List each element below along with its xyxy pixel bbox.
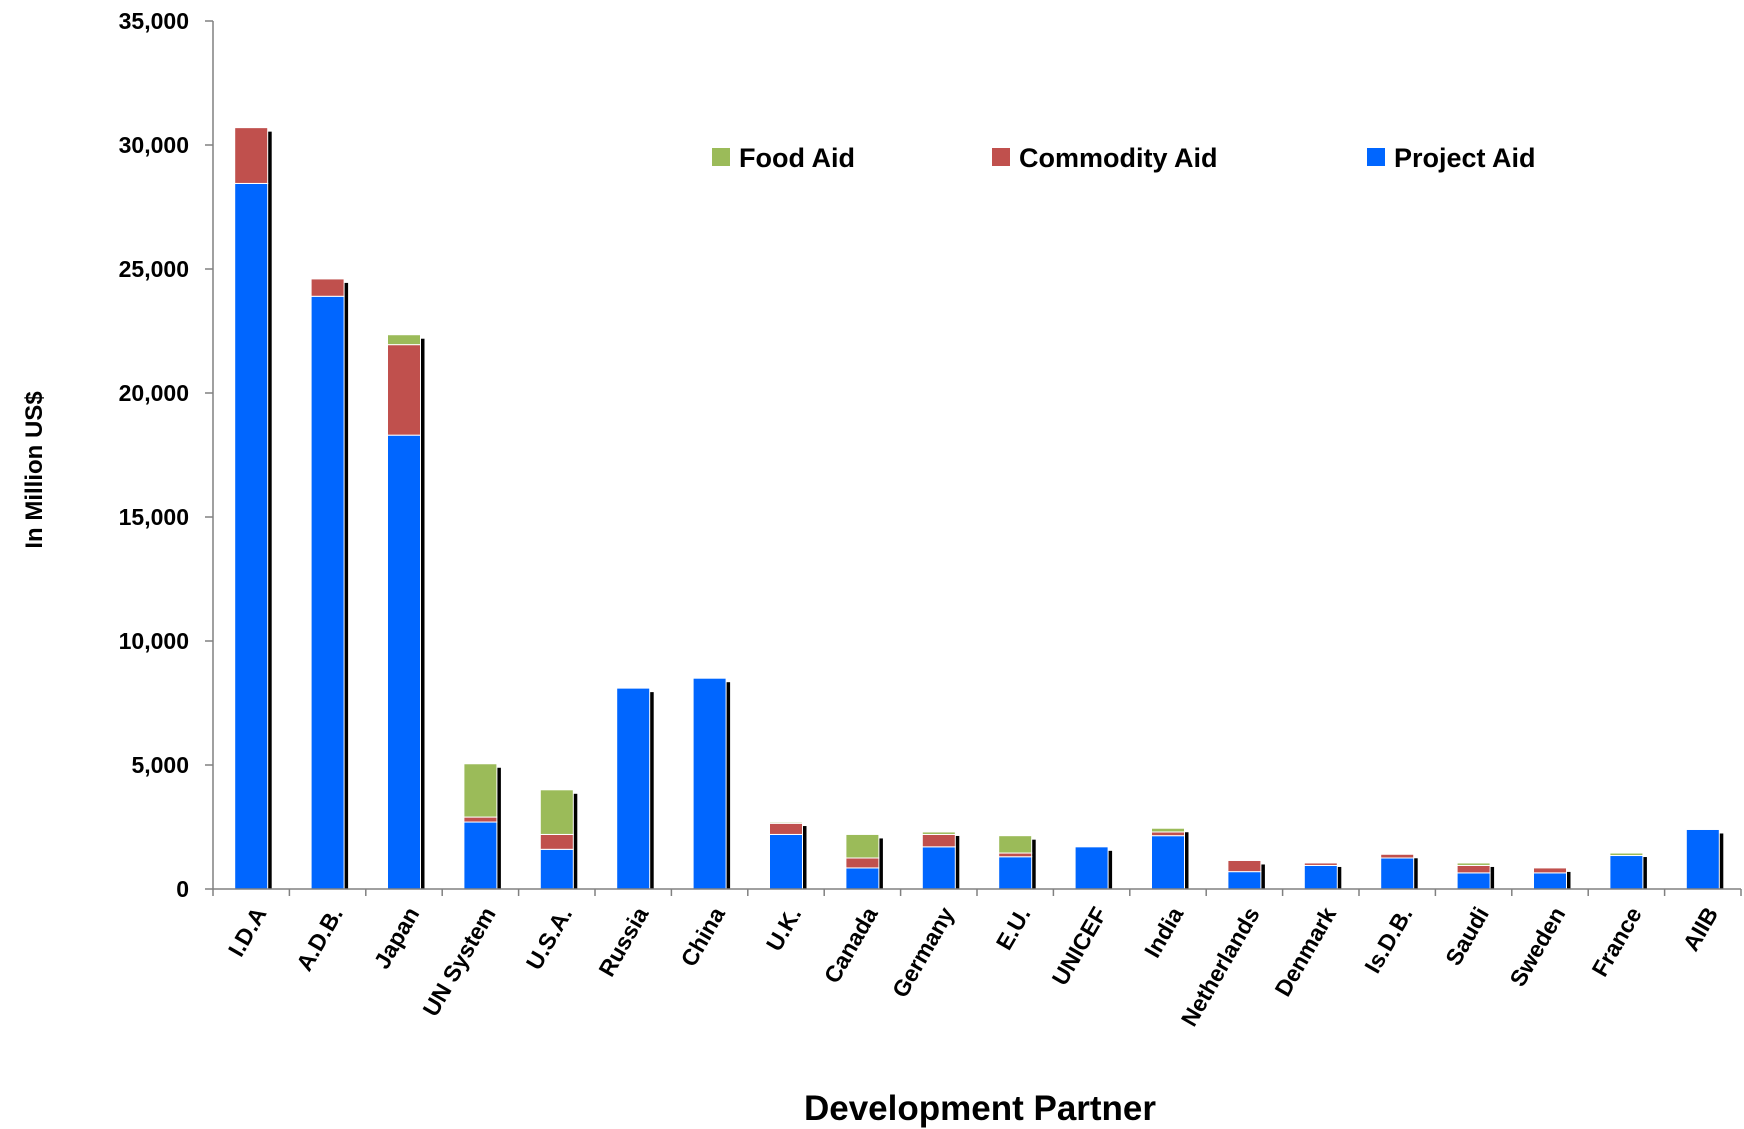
y-tick-label-35-000: 35,000 bbox=[119, 8, 189, 34]
x-tick-label-india: India bbox=[1139, 902, 1188, 962]
x-tick-label-aiib: AIIB bbox=[1678, 903, 1724, 956]
bar-food-aid-saudi bbox=[1456, 862, 1491, 866]
bar-project-aid-is-d-b bbox=[1380, 857, 1415, 890]
bar-commodity-aid-is-d-b bbox=[1380, 853, 1415, 859]
x-tick-label-netherlands: Netherlands bbox=[1176, 903, 1265, 1031]
bar-commodity-aid-u-s-a bbox=[539, 833, 574, 850]
x-tick-label-russia: Russia bbox=[593, 902, 653, 980]
x-tick-label-japan: Japan bbox=[369, 903, 425, 974]
x-tick-label-denmark: Denmark bbox=[1269, 902, 1341, 1000]
x-tick-label-saudi: Saudi bbox=[1440, 903, 1494, 970]
bar-project-aid-a-d-b bbox=[310, 295, 345, 890]
bar-commodity-aid-sweden bbox=[1533, 867, 1567, 874]
x-tick-label-is-d-b: Is.D.B. bbox=[1359, 903, 1417, 978]
bar-project-aid-france bbox=[1609, 855, 1644, 890]
bar-project-aid-saudi bbox=[1456, 872, 1491, 890]
bar-commodity-aid-u-k bbox=[769, 822, 803, 835]
bar-food-aid-un-system bbox=[463, 763, 498, 818]
y-tick-label-20-000: 20,000 bbox=[119, 380, 189, 406]
x-axis-title: Development Partner bbox=[804, 1089, 1156, 1128]
bar-project-aid-u-k bbox=[769, 833, 803, 890]
x-tick-label-sweden: Sweden bbox=[1504, 903, 1570, 991]
legend-label-project-aid: Project Aid bbox=[1394, 143, 1536, 173]
legend-label-commodity-aid: Commodity Aid bbox=[1019, 143, 1218, 173]
bar-commodity-aid-a-d-b bbox=[310, 278, 345, 297]
bar-project-aid-china bbox=[692, 677, 727, 890]
bar-food-aid-france bbox=[1609, 852, 1644, 857]
bar-commodity-aid-un-system bbox=[463, 816, 498, 823]
x-tick-label-e-u: E.U. bbox=[991, 903, 1036, 955]
bar-food-aid-u-k bbox=[769, 821, 803, 824]
bar-project-aid-russia bbox=[616, 687, 651, 890]
legend-label-food-aid: Food Aid bbox=[739, 143, 855, 173]
bar-project-aid-germany bbox=[921, 846, 956, 890]
bar-food-aid-canada bbox=[845, 833, 880, 859]
bar-commodity-aid-e-u bbox=[998, 852, 1033, 858]
bar-commodity-aid-japan bbox=[387, 344, 421, 436]
y-tick-label-10-000: 10,000 bbox=[119, 628, 189, 654]
legend-swatch-project-aid bbox=[1367, 148, 1385, 166]
y-tick-label-15-000: 15,000 bbox=[119, 504, 189, 530]
bar-food-aid-japan bbox=[387, 334, 421, 346]
bar-project-aid-india bbox=[1151, 835, 1185, 890]
bar-project-aid-japan bbox=[387, 434, 421, 890]
bar-commodity-aid-saudi bbox=[1456, 864, 1491, 874]
x-tick-label-germany: Germany bbox=[887, 902, 959, 1002]
x-tick-label-canada: Canada bbox=[819, 902, 883, 987]
bar-food-aid-e-u bbox=[998, 835, 1033, 854]
x-tick-label-france: France bbox=[1586, 903, 1646, 981]
legend-swatch-commodity-aid bbox=[992, 148, 1010, 166]
bar-food-aid-u-s-a bbox=[539, 789, 574, 835]
legend: Food Aid Commodity Aid Project Aid bbox=[712, 143, 1536, 173]
bar-project-aid-unicef bbox=[1074, 846, 1109, 890]
axes bbox=[205, 20, 1742, 896]
y-tick-label-30-000: 30,000 bbox=[119, 132, 189, 158]
bar-food-aid-germany bbox=[921, 831, 956, 835]
bar-project-aid-aiib bbox=[1685, 828, 1720, 890]
x-tick-label-un-system: UN System bbox=[417, 903, 500, 1021]
bar-project-aid-netherlands bbox=[1227, 871, 1262, 890]
bar-project-aid-u-s-a bbox=[539, 848, 574, 890]
bar-marks bbox=[234, 127, 1724, 890]
bar-commodity-aid-canada bbox=[845, 857, 880, 869]
bar-project-aid-denmark bbox=[1303, 864, 1338, 890]
x-tick-label-u-k: U.K. bbox=[761, 903, 807, 956]
bar-commodity-aid-germany bbox=[921, 833, 956, 848]
bar-commodity-aid-netherlands bbox=[1227, 859, 1262, 873]
y-tick-label-25-000: 25,000 bbox=[119, 256, 189, 282]
x-tick-label-u-s-a: U.S.A. bbox=[521, 903, 577, 975]
bar-project-aid-un-system bbox=[463, 821, 498, 890]
y-tick-label-5-000: 5,000 bbox=[131, 752, 189, 778]
bar-project-aid-sweden bbox=[1533, 872, 1567, 890]
bar-project-aid-canada bbox=[845, 867, 880, 890]
bar-commodity-aid-india bbox=[1151, 831, 1185, 837]
x-tick-label-unicef: UNICEF bbox=[1047, 903, 1112, 990]
bar-commodity-aid-denmark bbox=[1303, 862, 1338, 866]
bar-project-aid-e-u bbox=[998, 856, 1033, 890]
bar-food-aid-india bbox=[1151, 827, 1185, 833]
bar-project-aid-i-d-a bbox=[234, 182, 269, 890]
x-tick-label-china: China bbox=[675, 902, 730, 971]
x-tick-label-a-d-b: A.D.B. bbox=[291, 903, 348, 976]
x-tick-label-i-d-a: I.D.A bbox=[223, 903, 272, 961]
y-tick-label-0: 0 bbox=[176, 876, 189, 902]
y-axis-title: In Million US$ bbox=[21, 391, 48, 549]
bar-commodity-aid-i-d-a bbox=[234, 127, 269, 184]
legend-swatch-food-aid bbox=[712, 148, 730, 166]
